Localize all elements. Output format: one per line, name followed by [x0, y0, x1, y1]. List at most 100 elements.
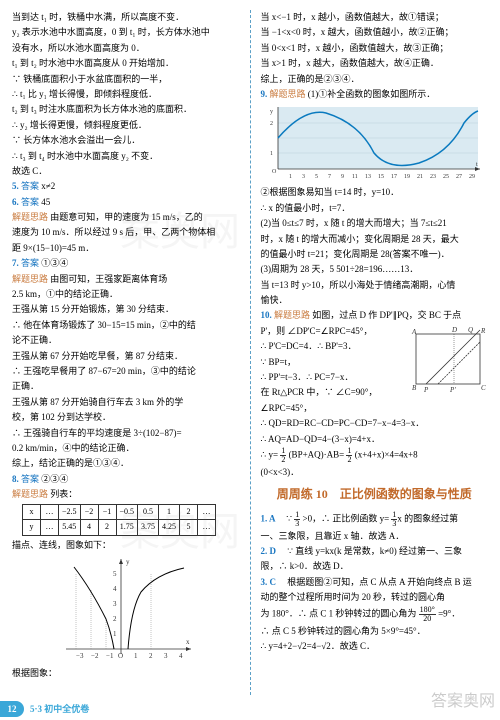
answer-label: 答案: [21, 181, 39, 191]
table-cell: …: [41, 504, 59, 520]
text-line: 的值最小时 t=21；变化周期是 28(答案不唯一)．: [261, 247, 489, 261]
svg-text:21: 21: [417, 174, 423, 180]
svg-text:Q: Q: [468, 326, 473, 334]
fraction: 180°20: [419, 606, 436, 623]
brand-watermark: 答案奥网: [431, 689, 495, 715]
answer-label: 答案: [21, 474, 39, 484]
text-line: 王强从第 67 分开始吃早餐，第 87 分结束．: [12, 349, 240, 363]
table-cell: 4.25: [159, 520, 180, 536]
text: ∵: [286, 513, 294, 523]
page-content: 当到达 t₁ 时，铁桶中水满，所以高度不变． y₂ 表示水池中水面高度，0 到 …: [0, 0, 500, 695]
answer-line: 1. A ∵ 13 >0，∴ 正比例函数 y= 13x 的图象经过第: [261, 511, 489, 528]
answer-line: 2. D ∵ 直线 y=kx(k 是常数，k≠0) 经过第一、三象: [261, 544, 489, 558]
geometry-figure: A D R B P P' C Q: [408, 326, 488, 396]
question-number: 9.: [261, 89, 268, 99]
table-cell: 0.5: [138, 504, 159, 520]
table-cell: −0.5: [116, 504, 138, 520]
table-cell: x: [23, 504, 41, 520]
svg-text:C: C: [481, 384, 486, 392]
text-line: 2.5 km，①中的结论正确．: [12, 287, 240, 301]
analysis-label: 解题思路: [274, 310, 310, 320]
text: =9°．: [438, 608, 460, 618]
text-line: 校，第 102 分到达学校．: [12, 410, 240, 424]
fraction: 12: [346, 447, 352, 464]
answer-label: 答案: [21, 258, 39, 268]
text-line: 描点、连线，图象如下：: [12, 538, 240, 552]
table-cell: −1: [98, 504, 116, 520]
text-line: ∵ 铁桶底面积小于水盆底面积的一半，: [12, 72, 240, 86]
text-line: 根据图象：: [12, 666, 240, 680]
column-divider: [250, 10, 251, 695]
page-number: 12: [0, 701, 24, 717]
table-cell: 3.75: [138, 520, 159, 536]
table-cell: …: [198, 520, 216, 536]
answer-line: 6. 答案 45: [12, 195, 240, 209]
svg-text:2: 2: [149, 652, 153, 660]
answer-line: 3. C 根据题图②可知，点 C 从点 A 开始向终点 B 运: [261, 575, 489, 589]
svg-text:5: 5: [113, 570, 117, 578]
svg-text:1: 1: [113, 630, 117, 638]
text-line: 当 −1<x<0 时，x 越大，函数值越小，故②正确；: [261, 25, 489, 39]
text-line: 一、三象限，且靠近 x 轴．故选 A．: [261, 529, 489, 543]
svg-text:O: O: [272, 169, 277, 175]
analysis-line: 解题思路 列表：: [12, 487, 240, 501]
question-number: 1. A: [261, 513, 285, 523]
svg-text:15: 15: [378, 174, 384, 180]
text: ∴ y=: [261, 450, 279, 460]
text-line: ∴ y₂ 增长得更慢，倾斜程度更低．: [12, 118, 240, 132]
svg-text:25: 25: [443, 174, 449, 180]
svg-text:−3: −3: [76, 652, 84, 660]
svg-text:3: 3: [302, 174, 305, 180]
text: >0，∴ 正比例函数 y=: [303, 513, 390, 523]
svg-text:19: 19: [404, 174, 410, 180]
text: (x+4+x)×4=4x+8: [355, 450, 418, 460]
analysis-line: 10. 解题思路 如图，过点 D 作 DP'∥PQ，交 BC 于点: [261, 308, 489, 322]
svg-text:3: 3: [164, 652, 168, 660]
svg-text:2: 2: [270, 121, 273, 127]
svg-text:A: A: [411, 328, 417, 336]
question-number: 8.: [12, 474, 19, 484]
svg-text:4: 4: [179, 652, 183, 660]
svg-text:13: 13: [365, 174, 371, 180]
svg-text:B: B: [412, 384, 417, 392]
question-number: 2. D: [261, 546, 286, 556]
text-line: ∠RPC=45°，: [261, 401, 489, 415]
question-number: 10.: [261, 310, 272, 320]
svg-text:P: P: [423, 386, 429, 394]
answer-label: 答案: [21, 197, 39, 207]
svg-text:2: 2: [113, 615, 117, 623]
text-line: 当 0<x<1 时，x 越小，函数值越大，故③正确；: [261, 41, 489, 55]
text-line: 故选 C．: [12, 164, 240, 178]
text-line: ∴ QD=RD=RC−CD=PC−CD=7−x−4=3−x．: [261, 416, 489, 430]
text-line: ∴ 王强骑自行车的平均速度是 3÷(102−87)=: [12, 426, 240, 440]
text-line: 综上，结论正确的是①③④．: [12, 456, 240, 470]
function-graph: −3 −2 −1 O 1 2 3 4 1 2 3 4 5 x y: [56, 554, 196, 664]
text: 根据题图②可知，点 C 从点 A 开始向终点 B 运: [287, 577, 472, 587]
question-number: 6.: [12, 197, 19, 207]
svg-text:29: 29: [469, 174, 475, 180]
text: 列表：: [48, 489, 77, 499]
answer-line: 8. 答案 ②③④: [12, 472, 240, 486]
svg-text:O: O: [118, 652, 123, 660]
svg-text:5: 5: [315, 174, 318, 180]
fraction: 12: [280, 447, 286, 464]
fraction: 13: [391, 511, 397, 528]
text-line: 正确．: [12, 379, 240, 393]
text-line: 当到达 t₁ 时，铁桶中水满，所以高度不变．: [12, 10, 240, 24]
text-line: 愉快．: [261, 293, 489, 307]
formula-line: 为 180°．∴ 点 C 1 秒钟转过的圆心角为 180°20 =9°．: [261, 606, 489, 623]
analysis-label: 解题思路: [12, 489, 48, 499]
text-line: 0.2 km/min，④中的结论正确．: [12, 441, 240, 455]
answer-value: ②③④: [41, 474, 68, 484]
svg-text:x: x: [186, 638, 190, 646]
text: 由题意可知，甲的速度为 15 m/s，乙的: [48, 212, 203, 222]
svg-text:R: R: [480, 327, 486, 335]
question-number: 3. C: [261, 577, 286, 587]
text-line: 速度为 10 m/s．所以经过 9 s 后，甲、乙两个物体相: [12, 225, 240, 239]
text-line: 当 t=13 时 y>10，所以小海处于情绪高潮期，心情: [261, 278, 489, 292]
text-line: ∴ 他在体育场锻炼了 30−15=15 min，②中的结: [12, 318, 240, 332]
svg-text:D: D: [451, 326, 457, 334]
table-row: y … 5.45 4 2 1.75 3.75 4.25 5 …: [23, 520, 216, 536]
table-cell: 5.45: [59, 520, 81, 536]
table-cell: 1: [159, 504, 180, 520]
